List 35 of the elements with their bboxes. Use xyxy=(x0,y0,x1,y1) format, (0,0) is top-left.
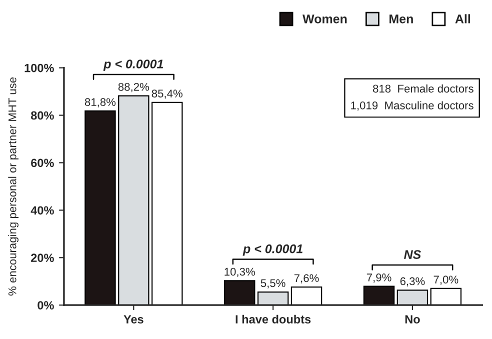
bar xyxy=(84,110,116,306)
bar xyxy=(257,291,289,306)
bar xyxy=(224,280,256,306)
data-label: 7,9% xyxy=(366,274,392,283)
bar xyxy=(152,102,183,306)
y-tick-label: 60% xyxy=(31,158,54,168)
data-label: 85,4% xyxy=(152,90,182,99)
data-label: 7,6% xyxy=(294,274,319,284)
x-tick-label: Yes xyxy=(124,315,144,324)
bar xyxy=(363,286,395,306)
legend-label: Men xyxy=(390,14,413,24)
x-tick-label: I have doubts xyxy=(236,314,311,324)
y-tick-label: 100% xyxy=(24,64,54,72)
legend-label: All xyxy=(455,14,470,24)
data-label: 7,0% xyxy=(434,276,458,285)
annotation: 818 Female doctors 1,019 Masculine doctors xyxy=(351,84,474,111)
y-tick-label: 20% xyxy=(31,254,54,262)
data-label: 6,3% xyxy=(400,277,425,286)
y-tick-label: 80% xyxy=(30,111,54,120)
bar xyxy=(430,288,462,306)
annotation: NS xyxy=(404,250,422,259)
y-tick-label: 40% xyxy=(30,206,54,215)
bar xyxy=(118,95,150,306)
data-label: 10,3% xyxy=(224,268,255,277)
annotation: p < 0.0001 xyxy=(242,244,302,256)
y-axis-title: % encouraging personal or partner MHT use xyxy=(8,77,18,296)
bar xyxy=(396,290,428,306)
annotation: p < 0.0001 xyxy=(103,60,164,71)
data-label: 81,8% xyxy=(84,98,116,108)
data-label: 88,2% xyxy=(118,82,150,92)
legend-label: Women xyxy=(302,14,347,24)
x-tick-label: No xyxy=(405,315,420,324)
bar xyxy=(290,286,322,306)
data-label: 5,5% xyxy=(260,279,286,288)
y-tick-label: 0% xyxy=(38,301,54,310)
